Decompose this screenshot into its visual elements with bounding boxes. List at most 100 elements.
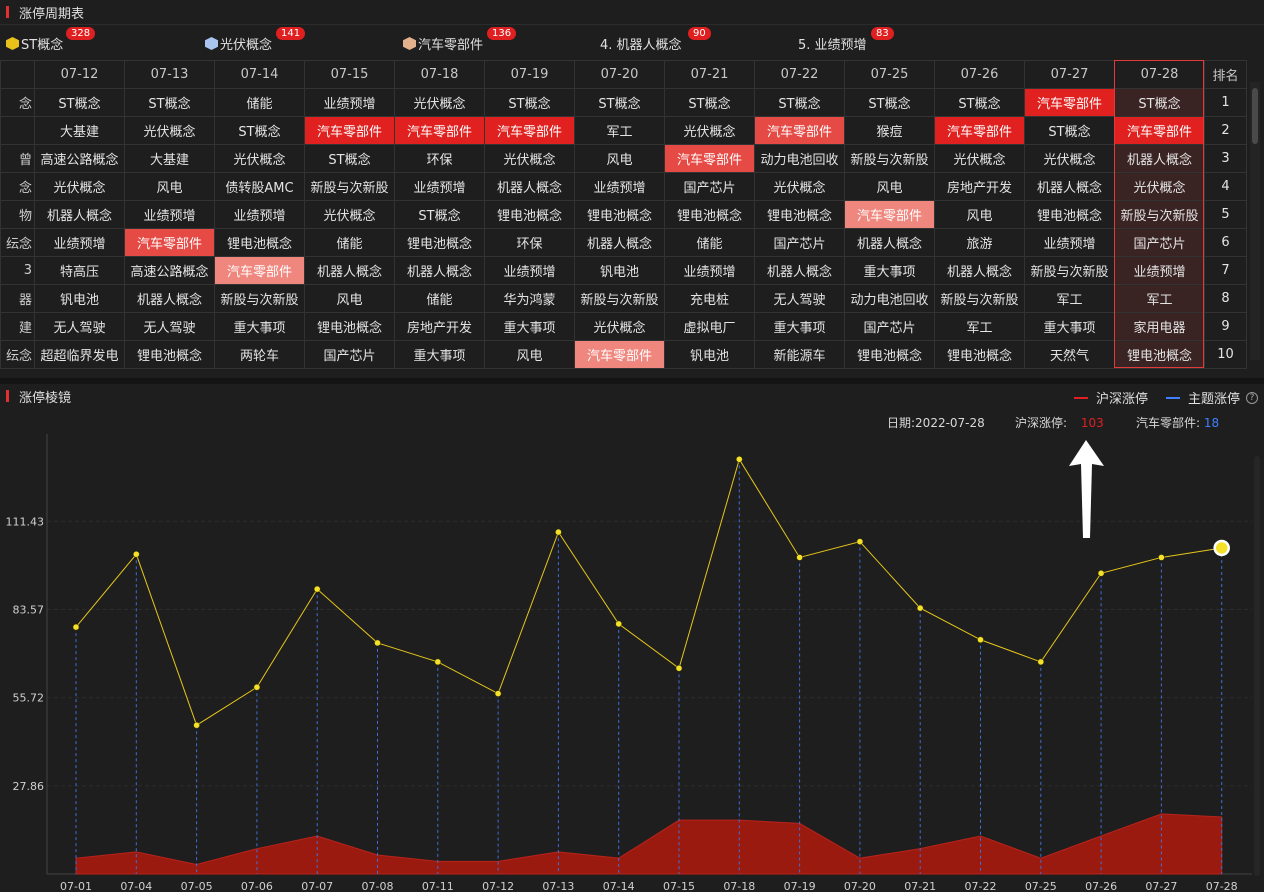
concept-cell[interactable]: 业绩预增 [484, 256, 575, 285]
concept-cell[interactable]: 汽车零部件 [574, 340, 665, 369]
concept-cell[interactable]: 华为鸿蒙 [484, 284, 575, 313]
concept-cell[interactable]: 光伏概念 [1024, 144, 1115, 173]
concept-cell[interactable]: 风电 [484, 340, 575, 369]
help-icon[interactable]: ? [1246, 391, 1258, 404]
concept-cell[interactable]: 新能源车 [754, 340, 845, 369]
concept-cell[interactable]: ST概念 [484, 88, 575, 117]
legend-chip-3[interactable]: 汽车零部件 136 [403, 27, 517, 53]
concept-cell[interactable]: 特高压 [34, 256, 125, 285]
concept-cell[interactable]: ST概念 [1114, 88, 1205, 117]
concept-cell[interactable]: 重大事项 [214, 312, 305, 341]
concept-cell[interactable]: 债转股AMC [214, 172, 305, 201]
concept-cell[interactable]: 新股与次新股 [934, 284, 1025, 313]
concept-cell[interactable]: 锂电池概念 [844, 340, 935, 369]
concept-cell[interactable]: 动力电池回收 [754, 144, 845, 173]
concept-cell[interactable]: ST概念 [304, 144, 395, 173]
date-header[interactable]: 07-22 [754, 60, 845, 89]
concept-cell[interactable]: 锂电池概念 [934, 340, 1025, 369]
concept-cell[interactable]: 机器人概念 [844, 228, 935, 257]
concept-cell[interactable]: ST概念 [844, 88, 935, 117]
concept-cell[interactable]: 业绩预增 [34, 228, 125, 257]
concept-cell[interactable]: 光伏概念 [34, 172, 125, 201]
date-header[interactable]: 07-19 [484, 60, 575, 89]
concept-cell[interactable]: 风电 [574, 144, 665, 173]
concept-cell[interactable]: 重大事项 [484, 312, 575, 341]
date-header[interactable]: 07-28 [1114, 60, 1205, 89]
concept-cell[interactable]: 机器人概念 [124, 284, 215, 313]
concept-cell[interactable]: 业绩预增 [124, 200, 215, 229]
concept-cell[interactable]: 新股与次新股 [1114, 200, 1205, 229]
concept-cell[interactable]: 国产芯片 [304, 340, 395, 369]
date-header[interactable]: 07-15 [304, 60, 395, 89]
concept-cell[interactable]: ST概念 [754, 88, 845, 117]
concept-cell[interactable]: 无人驾驶 [34, 312, 125, 341]
concept-cell[interactable]: 军工 [574, 116, 665, 145]
concept-cell[interactable]: 光伏概念 [934, 144, 1025, 173]
stub-header[interactable] [0, 60, 35, 89]
concept-cell[interactable]: 军工 [934, 312, 1025, 341]
limit-up-chart[interactable]: 111.43 83.57 55.72 27.86 07-01 07-04 07-05 07-0… [0, 430, 1264, 892]
concept-cell[interactable]: 锂电池概念 [394, 228, 485, 257]
date-header[interactable]: 07-27 [1024, 60, 1115, 89]
concept-cell[interactable]: ST概念 [124, 88, 215, 117]
concept-cell[interactable]: 业绩预增 [1114, 256, 1205, 285]
concept-cell[interactable]: ST概念 [934, 88, 1025, 117]
concept-cell[interactable]: 光伏概念 [754, 172, 845, 201]
concept-cell[interactable]: 重大事项 [844, 256, 935, 285]
concept-cell[interactable]: 高速公路概念 [34, 144, 125, 173]
concept-cell[interactable]: 锂电池概念 [214, 228, 305, 257]
concept-cell[interactable]: 业绩预增 [214, 200, 305, 229]
legend-theme-label[interactable]: 主题涨停 [1187, 392, 1240, 407]
concept-cell[interactable]: 国产芯片 [844, 312, 935, 341]
concept-cell[interactable]: ST概念 [394, 200, 485, 229]
concept-cell[interactable]: 天然气 [1024, 340, 1115, 369]
concept-cell[interactable]: 业绩预增 [574, 172, 665, 201]
concept-cell[interactable]: 光伏概念 [214, 144, 305, 173]
concept-cell[interactable]: 机器人概念 [934, 256, 1025, 285]
legend-chip-2[interactable]: 光伏概念 141 [205, 27, 306, 53]
concept-cell[interactable]: 风电 [844, 172, 935, 201]
concept-cell[interactable]: 钒电池 [664, 340, 755, 369]
concept-cell[interactable]: 汽车零部件 [934, 116, 1025, 145]
concept-cell[interactable]: 旅游 [934, 228, 1025, 257]
concept-cell[interactable]: 锂电池概念 [1024, 200, 1115, 229]
concept-cell[interactable]: 钒电池 [34, 284, 125, 313]
concept-cell[interactable]: ST概念 [214, 116, 305, 145]
concept-cell[interactable]: 汽车零部件 [484, 116, 575, 145]
concept-cell[interactable]: 无人驾驶 [124, 312, 215, 341]
concept-cell[interactable]: 光伏概念 [664, 116, 755, 145]
concept-cell[interactable]: 军工 [1024, 284, 1115, 313]
chart-scrollbar[interactable] [1254, 456, 1260, 876]
concept-cell[interactable]: 锂电池概念 [754, 200, 845, 229]
concept-cell[interactable]: 新股与次新股 [574, 284, 665, 313]
concept-cell[interactable]: 机器人概念 [1024, 172, 1115, 201]
concept-cell[interactable]: 重大事项 [1024, 312, 1115, 341]
concept-cell[interactable]: 锂电池概念 [574, 200, 665, 229]
concept-cell[interactable]: 汽车零部件 [664, 144, 755, 173]
scroll-thumb[interactable] [1252, 88, 1258, 144]
concept-cell[interactable]: 储能 [394, 284, 485, 313]
concept-cell[interactable]: 机器人概念 [394, 256, 485, 285]
concept-cell[interactable]: 无人驾驶 [754, 284, 845, 313]
concept-cell[interactable]: 大基建 [124, 144, 215, 173]
concept-cell[interactable]: 动力电池回收 [844, 284, 935, 313]
concept-cell[interactable]: 光伏概念 [574, 312, 665, 341]
concept-cell[interactable]: 汽车零部件 [304, 116, 395, 145]
date-header[interactable]: 07-25 [844, 60, 935, 89]
concept-cell[interactable]: ST概念 [1024, 116, 1115, 145]
date-header[interactable]: 07-20 [574, 60, 665, 89]
date-header[interactable]: 07-14 [214, 60, 305, 89]
concept-cell[interactable]: 新股与次新股 [214, 284, 305, 313]
date-header[interactable]: 07-13 [124, 60, 215, 89]
legend-chip-4[interactable]: 4. 机器人概念 90 [600, 27, 711, 53]
concept-cell[interactable]: 国产芯片 [664, 172, 755, 201]
concept-cell[interactable]: 充电桩 [664, 284, 755, 313]
concept-cell[interactable]: 军工 [1114, 284, 1205, 313]
concept-cell[interactable]: 虚拟电厂 [664, 312, 755, 341]
concept-cell[interactable]: 新股与次新股 [1024, 256, 1115, 285]
concept-cell[interactable]: 两轮车 [214, 340, 305, 369]
concept-cell[interactable]: 锂电池概念 [1114, 340, 1205, 369]
concept-cell[interactable]: 储能 [214, 88, 305, 117]
date-header[interactable]: 07-18 [394, 60, 485, 89]
concept-cell[interactable]: 新股与次新股 [844, 144, 935, 173]
